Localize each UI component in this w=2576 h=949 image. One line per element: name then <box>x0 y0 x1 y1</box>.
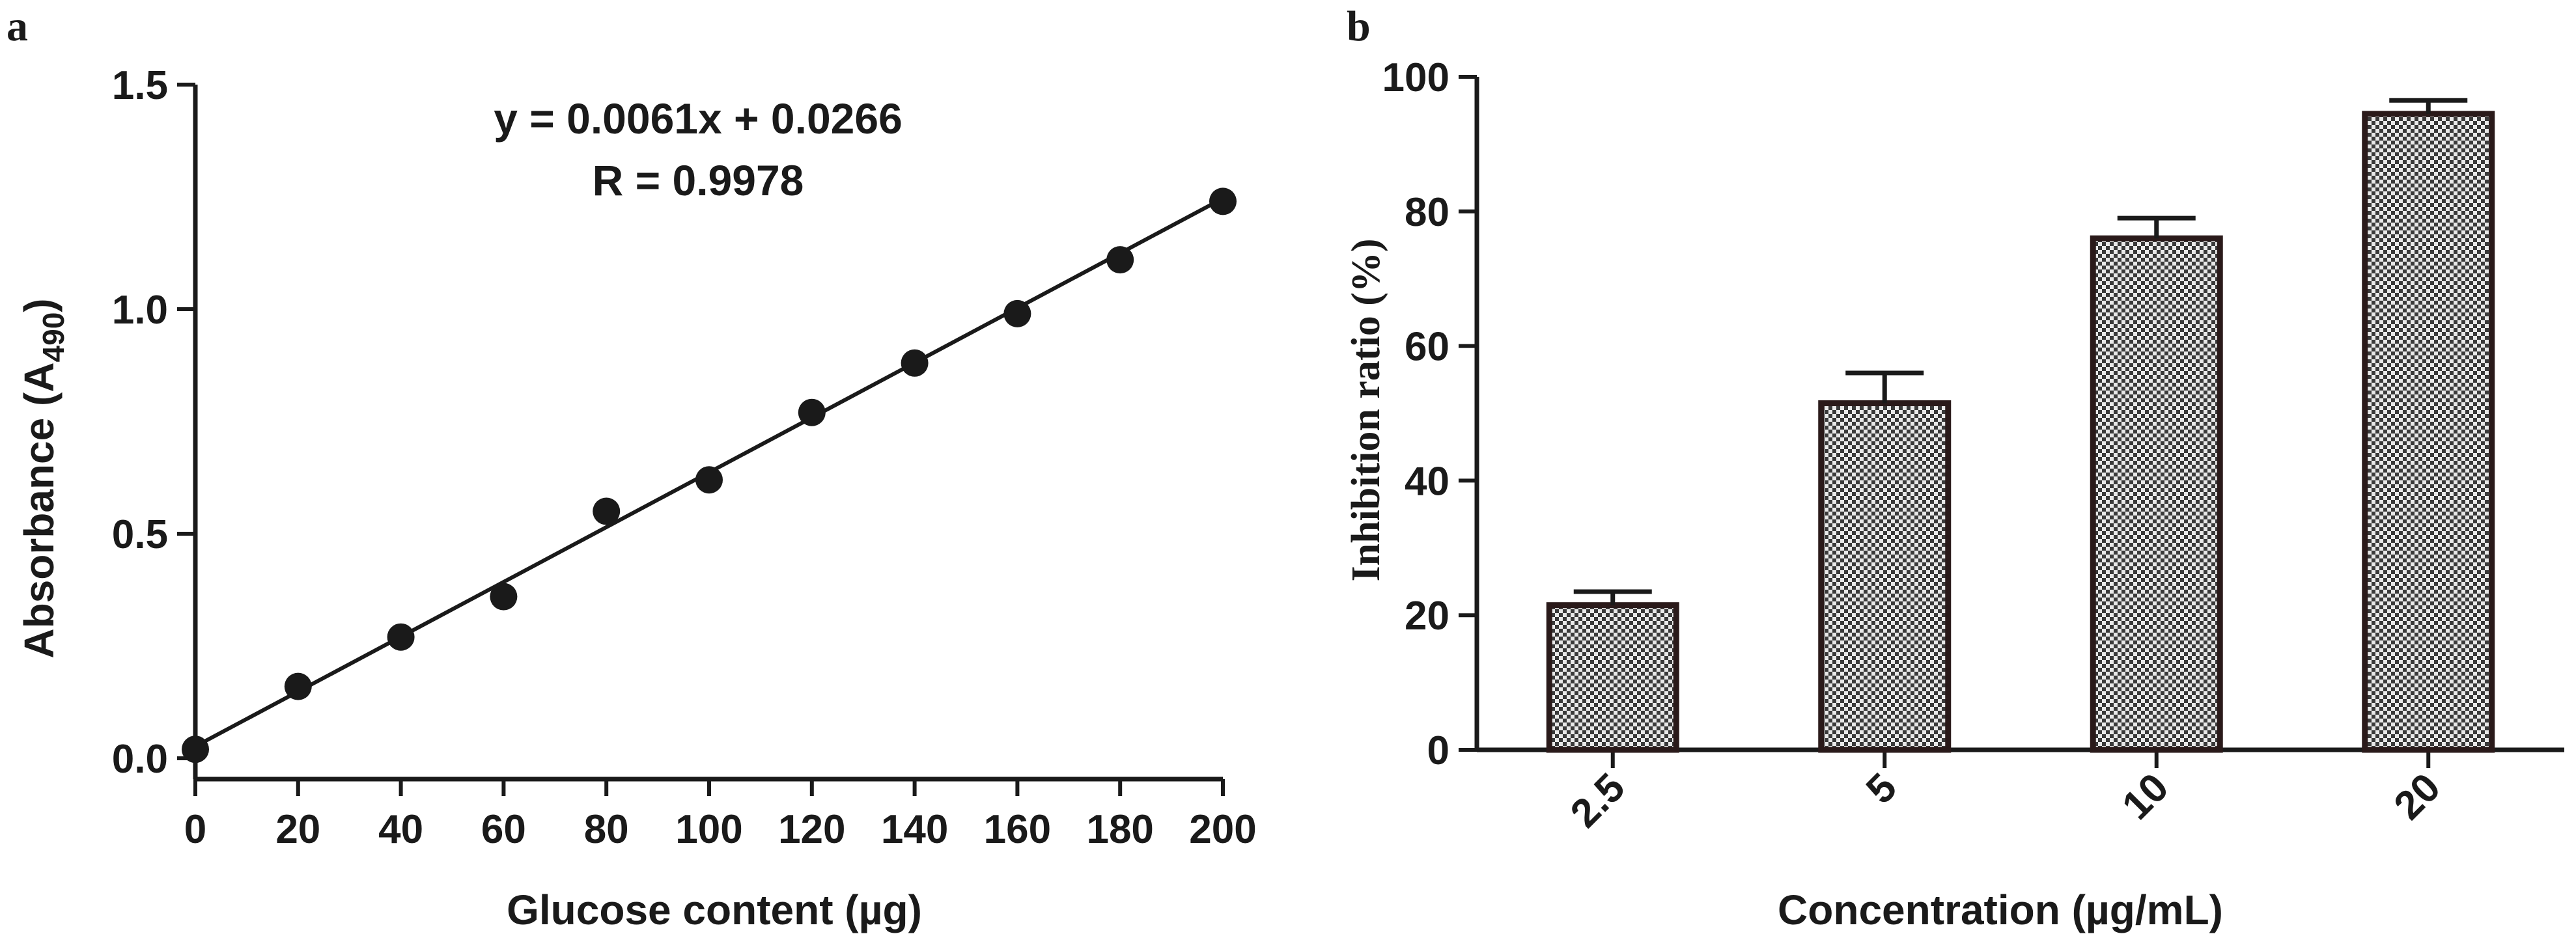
data-point <box>593 497 621 525</box>
equation-text: y = 0.0061x + 0.0266 <box>494 94 903 143</box>
panel-a-label: a <box>7 3 28 50</box>
panel-b-chart: b Concentration (µg/mL) Inhibition ratio… <box>1344 3 2564 933</box>
x-tick-label: 140 <box>881 807 948 852</box>
data-point <box>1106 246 1134 274</box>
panel-b-label: b <box>1347 3 1371 50</box>
y-tick-label-b: 0 <box>1427 728 1449 773</box>
y-tick-label-b: 20 <box>1405 594 1449 639</box>
data-point <box>1003 299 1031 327</box>
y-tick-label-b: 80 <box>1405 190 1449 235</box>
panel-a-ticks: 0.0 0.5 1.0 1.5 0 20 40 60 80 100 120 140 160 180 200 <box>112 63 1257 852</box>
y-tick-label-b: 60 <box>1405 325 1449 370</box>
data-point <box>182 736 209 763</box>
y-axis-title-subscript: 490 <box>36 312 70 363</box>
y-axis-title: Absorbance (A490) <box>16 298 70 658</box>
data-point <box>387 623 415 651</box>
data-point <box>798 398 826 426</box>
x-tick-label: 80 <box>584 807 629 852</box>
y-axis-title-close: ) <box>16 298 63 312</box>
x-tick-label: 120 <box>778 807 845 852</box>
y-tick-label: 1.5 <box>112 63 168 108</box>
y-tick-label-b: 100 <box>1382 55 1449 100</box>
x-tick-label: 60 <box>481 807 526 852</box>
x-tick-label-b: 20 <box>2386 765 2450 829</box>
bar <box>2362 111 2495 753</box>
x-tick-label: 200 <box>1189 807 1256 852</box>
r-value-text: R = 0.9978 <box>593 156 804 204</box>
y-tick-label: 1.0 <box>112 288 168 333</box>
x-tick-label: 0 <box>184 807 206 852</box>
x-tick-label-b: 10 <box>2114 765 2177 829</box>
y-tick-label: 0.5 <box>112 512 168 557</box>
x-tick-label-b: 5 <box>1858 765 1905 812</box>
data-point <box>490 583 518 611</box>
bar <box>1818 400 1952 753</box>
bar <box>1546 602 1679 753</box>
x-tick-label-b: 2.5 <box>1562 765 1634 836</box>
x-axis-title: Glucose content (µg) <box>507 887 922 933</box>
data-points <box>182 187 1237 763</box>
y-tick-label: 0.0 <box>112 737 168 782</box>
x-axis-title-b: Concentration (µg/mL) <box>1778 887 2223 933</box>
y-axis-title-b: Inhibition ratio (%) <box>1344 238 1388 581</box>
y-axis-title-main: Absorbance (A <box>16 362 63 658</box>
bar <box>2090 235 2223 753</box>
x-tick-label: 20 <box>275 807 320 852</box>
x-tick-label: 160 <box>984 807 1051 852</box>
x-tick-label: 40 <box>378 807 423 852</box>
data-point <box>1209 187 1237 215</box>
bars <box>1546 98 2495 753</box>
data-point <box>695 466 723 494</box>
y-tick-label-b: 40 <box>1405 459 1449 504</box>
panel-a-chart: a y = 0.0061x + 0.0266 R = 0.9978 Glucos… <box>7 3 1257 933</box>
x-tick-label: 180 <box>1086 807 1153 852</box>
x-tick-label: 100 <box>675 807 742 852</box>
data-point <box>284 672 312 700</box>
data-point <box>901 349 929 377</box>
